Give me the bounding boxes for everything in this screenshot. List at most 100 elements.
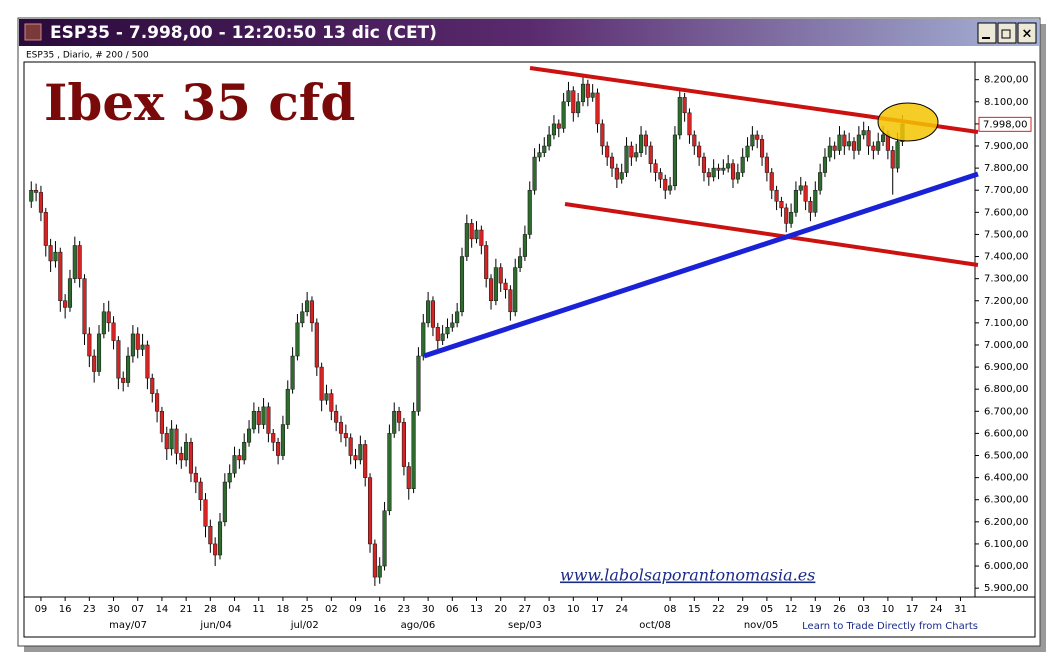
candle-body — [416, 355, 421, 412]
candle-body — [392, 411, 397, 434]
candle-body — [251, 411, 256, 430]
candle-body — [571, 90, 576, 114]
minimize-button[interactable] — [977, 22, 997, 44]
close-icon: × — [1022, 27, 1033, 42]
candle-body — [566, 90, 571, 103]
candle-body — [96, 333, 102, 372]
x-tick-label: 18 — [277, 604, 290, 615]
candle-body — [169, 428, 174, 450]
candle-body — [43, 212, 48, 246]
candle-body — [609, 156, 615, 169]
x-tick-label: 09 — [35, 604, 48, 615]
candle-body — [455, 311, 460, 324]
candle-body — [697, 145, 702, 158]
x-tick-label: 06 — [446, 604, 459, 615]
candle-body — [67, 278, 73, 308]
candle-body — [145, 344, 150, 379]
y-tick-label: 6.000,00 — [984, 561, 1029, 572]
candle-body — [367, 477, 373, 545]
x-tick-label: 30 — [107, 604, 120, 615]
candle-body — [140, 344, 145, 350]
candle-body — [348, 437, 353, 456]
x-tick-label: 03 — [857, 604, 870, 615]
candle-body — [861, 130, 866, 136]
candle-body — [653, 163, 658, 173]
candle-body — [363, 444, 368, 478]
candle-body — [179, 453, 184, 461]
candle-body — [740, 156, 745, 173]
y-tick-label: 7.300,00 — [984, 274, 1029, 285]
candle-body — [406, 466, 411, 489]
x-tick-label: 31 — [954, 604, 967, 615]
month-label: nov/05 — [744, 620, 778, 631]
y-tick-label: 6.800,00 — [984, 384, 1029, 395]
candle-body — [677, 97, 682, 136]
candle-body — [82, 278, 87, 335]
candle-body — [314, 322, 319, 368]
subtitle: ESP35 , Diario, # 200 / 500 — [26, 51, 149, 61]
candle-body — [401, 422, 406, 467]
x-tick-label: 12 — [785, 604, 798, 615]
candle-body — [280, 424, 285, 456]
candle-body — [242, 441, 247, 461]
x-tick-label: 23 — [398, 604, 411, 615]
x-tick-label: 28 — [204, 604, 217, 615]
candle-body — [789, 212, 794, 224]
candle-body — [701, 156, 707, 173]
candle-body — [716, 167, 721, 171]
candle-body — [518, 256, 523, 268]
candle-body — [813, 189, 818, 213]
candle-body — [188, 441, 194, 474]
candle-body — [397, 411, 402, 423]
x-tick-label: 04 — [228, 604, 241, 615]
candle-body — [77, 245, 82, 279]
watermark-link[interactable]: www.labolsaporantonomasia.es — [560, 566, 815, 585]
candle-body — [63, 300, 68, 308]
x-tick-label: 14 — [156, 604, 169, 615]
candle-body — [769, 172, 774, 191]
y-tick-label: 8.200,00 — [984, 75, 1029, 86]
candle-body — [629, 145, 634, 158]
candle-body — [556, 123, 561, 129]
candle-body — [329, 393, 334, 412]
candle-body — [619, 172, 624, 180]
candle-body — [106, 311, 111, 324]
candle-body — [890, 150, 895, 169]
candles — [29, 75, 905, 586]
candle-body — [682, 97, 687, 114]
close-button[interactable] — [1017, 22, 1037, 44]
candle-body — [300, 311, 305, 324]
candle-body — [668, 185, 673, 191]
candle-body — [377, 565, 382, 578]
footer-link[interactable]: Learn to Trade Directly from Charts — [802, 621, 978, 632]
candle-body — [261, 406, 266, 425]
candle-body — [285, 388, 290, 425]
candle-body — [745, 145, 750, 158]
candle-body — [174, 428, 179, 454]
restore-button[interactable] — [997, 22, 1017, 44]
candle-body — [358, 444, 363, 461]
candle-body — [48, 245, 53, 262]
month-label: ago/06 — [401, 620, 436, 631]
candle-body — [692, 134, 697, 147]
candle-body — [508, 289, 513, 313]
candle-body — [614, 167, 619, 180]
candle-body — [184, 441, 189, 461]
candle-body — [561, 101, 566, 129]
candle-body — [643, 134, 648, 147]
candle-body — [527, 189, 532, 235]
candle-body — [551, 123, 556, 136]
candle-body — [866, 130, 871, 147]
candle-body — [634, 152, 639, 158]
x-axis-area — [23, 596, 1036, 638]
candle-body — [827, 145, 832, 158]
x-tick-label: 13 — [470, 604, 483, 615]
candle-body — [208, 526, 213, 545]
candle-body — [513, 267, 518, 313]
candle-body — [818, 172, 823, 191]
candle-body — [735, 172, 740, 180]
x-tick-label: 09 — [349, 604, 362, 615]
month-label: jun/04 — [199, 620, 232, 631]
candle-body — [237, 455, 242, 461]
candle-body — [542, 145, 547, 153]
